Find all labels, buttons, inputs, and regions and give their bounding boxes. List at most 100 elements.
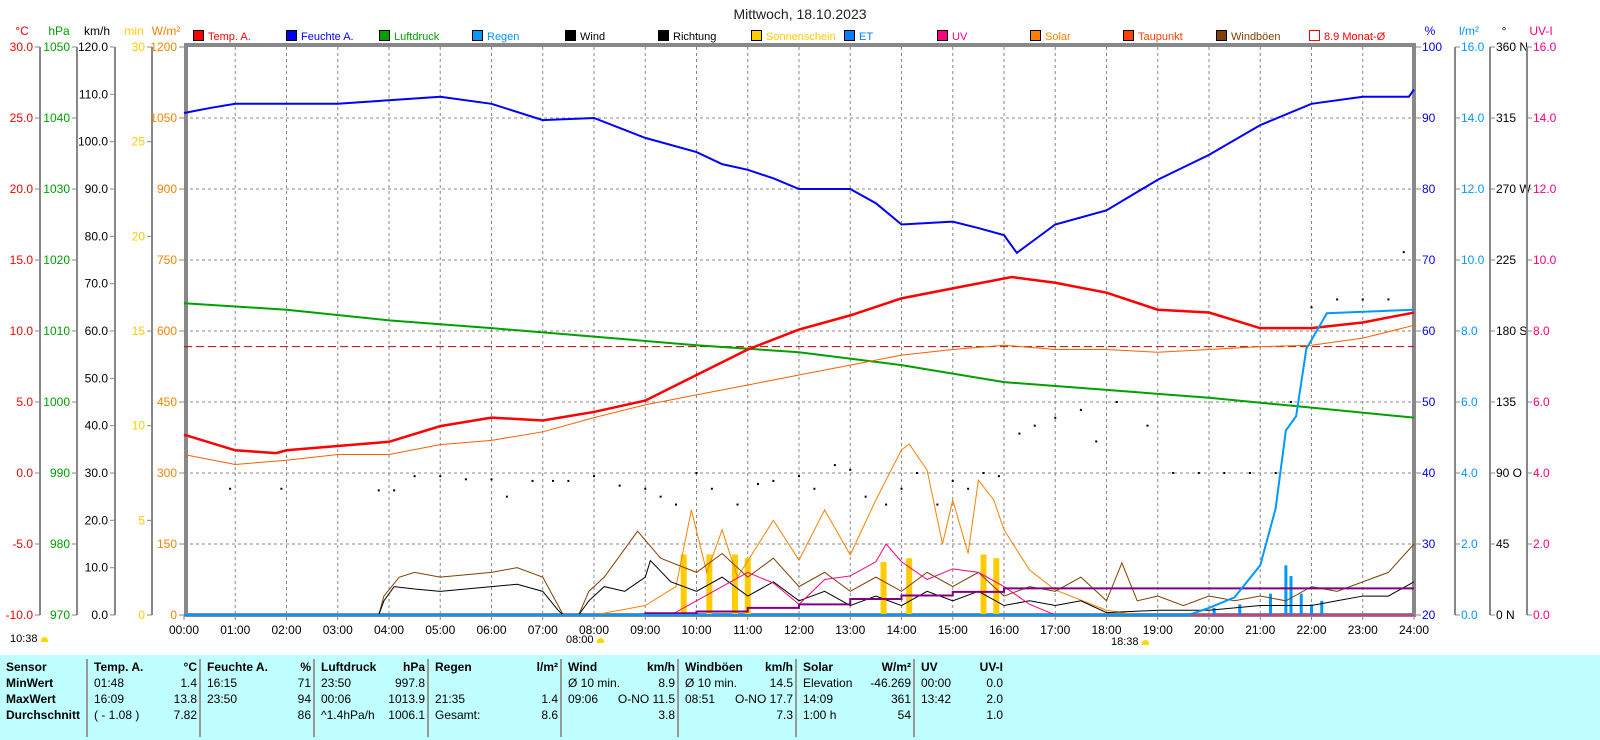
legend-swatch [379, 30, 390, 41]
axis-tick-label: -5.0 [12, 537, 33, 551]
table-cell-row: Feuchte A.% [201, 659, 315, 675]
table-cell-row: Luftdruck hPa [315, 659, 429, 675]
legend-swatch [472, 30, 483, 41]
series-uv [184, 543, 1414, 616]
axis-tick-label: 0.0 [1461, 608, 1478, 622]
direction-point [736, 503, 739, 506]
axis-unit: % [1425, 24, 1436, 38]
axis-unit: l/m² [1459, 24, 1479, 38]
x-tick-label: 21:00 [1245, 623, 1275, 637]
table-cell: 23:50 [321, 676, 352, 690]
axis-tick-label: 0.0 [91, 608, 108, 622]
axis-unit: km/h [84, 24, 110, 38]
direction-point [695, 472, 698, 474]
table-row: Sensor [0, 659, 86, 675]
table-cell: km/h [646, 660, 675, 674]
axis-tick-label: 15 [132, 324, 146, 338]
axis-tick-label: 2.0 [1461, 537, 1478, 551]
sun-icon [40, 637, 48, 642]
axis-tick-label: 1030 [43, 182, 70, 196]
table-cell-row: Temp. A. °C [88, 659, 201, 675]
axis-tick-label: 1200 [150, 40, 177, 54]
legend-swatch [751, 30, 762, 41]
axis-tick-label: 25 [132, 135, 146, 149]
legend-swatch [658, 30, 669, 41]
axis-tick-label: 1050 [150, 111, 177, 125]
table-cell-row: Solar W/m² [797, 659, 915, 675]
table-cell-row: 16:15 71 [201, 675, 315, 691]
x-tick-label: 01:00 [220, 623, 250, 637]
table-cell-row: 09:06 O-NO 11.5 [562, 691, 679, 707]
axis-tick-label: 900 [157, 182, 177, 196]
direction-point [885, 503, 888, 506]
table-cell: ^1.4hPa/h [321, 708, 375, 722]
table-cell-row: ( - 1.08 ) 7.82 [88, 707, 201, 723]
series-temp-a- [183, 275, 1415, 455]
legend-item: Luftdruck [379, 30, 439, 43]
row-label: Sensor [6, 660, 47, 674]
axis-tick-label: 600 [157, 324, 177, 338]
x-tick-label: 18:00 [1091, 623, 1121, 637]
table-cell-row: 86 [201, 707, 315, 723]
axis-tick-label: 0 [138, 608, 145, 622]
direction-point [675, 503, 677, 506]
table-cell: 13:42 [921, 692, 952, 706]
direction-point [659, 495, 662, 498]
table-cell: 09:06 [568, 692, 599, 706]
legend-swatch [1309, 30, 1320, 41]
axis-tick-label: 4.0 [1533, 466, 1550, 480]
table-cell: 2.0 [986, 692, 1003, 706]
legend-item: Feuchte A. [286, 30, 354, 43]
axis-tick-label: 60.0 [85, 324, 109, 338]
direction-point [1079, 408, 1082, 411]
direction-point [1033, 424, 1036, 427]
legend-item: 8.9 Monat-Ø [1309, 30, 1385, 43]
series-solar [184, 443, 1414, 616]
axis-tick-label: 2.0 [1533, 537, 1550, 551]
table-cell: Gesamt: [435, 708, 481, 722]
legend-swatch [1216, 30, 1227, 41]
direction-point [413, 475, 416, 478]
table-cell: hPa [402, 660, 425, 674]
table-cell: O-NO 17.7 [734, 692, 793, 706]
table-cell: 7.82 [173, 708, 197, 722]
legend-label: Sonnenschein [766, 31, 836, 43]
table-cell: 16:09 [94, 692, 125, 706]
sunshine-bar [993, 558, 1000, 615]
table-cell: 16:15 [207, 676, 238, 690]
series-windb-en [184, 530, 1415, 616]
axis-unit: ° [1502, 24, 1507, 38]
table-cell: 23:50 [207, 692, 238, 706]
axis-unit: °C [15, 24, 29, 38]
axis-tick-label: 45 [1496, 537, 1510, 551]
axis-tick-label: 120.0 [78, 40, 108, 54]
direction-point [505, 495, 508, 498]
direction-point [229, 487, 232, 490]
table-cell-row: 23:50 997.8 [315, 675, 429, 691]
rain-rate-bar [1299, 593, 1303, 615]
table-column: Temp. A. °C 01:48 1.4 16:09 13.8 ( - 1.08 ) 7.8… [86, 659, 201, 737]
direction-point [710, 487, 713, 490]
table-cell-row: 1.0 [915, 707, 1007, 723]
series-luftdruck [183, 302, 1415, 419]
x-tick-label: 15:00 [938, 623, 968, 637]
series-feuchte-a- [183, 89, 1415, 255]
direction-point [967, 487, 970, 490]
direction-point [1146, 424, 1149, 427]
direction-point [864, 495, 867, 498]
axis-tick-label: 50.0 [85, 371, 109, 385]
direction-point [1387, 298, 1390, 301]
rain-rate-bar [1212, 607, 1216, 615]
table-cell-row: 01:48 1.4 [88, 675, 201, 691]
direction-point [393, 489, 396, 492]
legend-item: UV [937, 30, 967, 43]
table-cell: 1.4 [180, 676, 197, 690]
table-cell-row: Ø 10 min. 8.9 [562, 675, 679, 691]
axis-tick-label: 750 [157, 253, 177, 267]
direction-point [951, 479, 954, 482]
direction-point [531, 479, 534, 482]
direction-point [439, 475, 442, 478]
axis-tick-label: 90.0 [85, 182, 109, 196]
direction-point [772, 479, 775, 482]
x-tick-label: 13:00 [835, 623, 865, 637]
